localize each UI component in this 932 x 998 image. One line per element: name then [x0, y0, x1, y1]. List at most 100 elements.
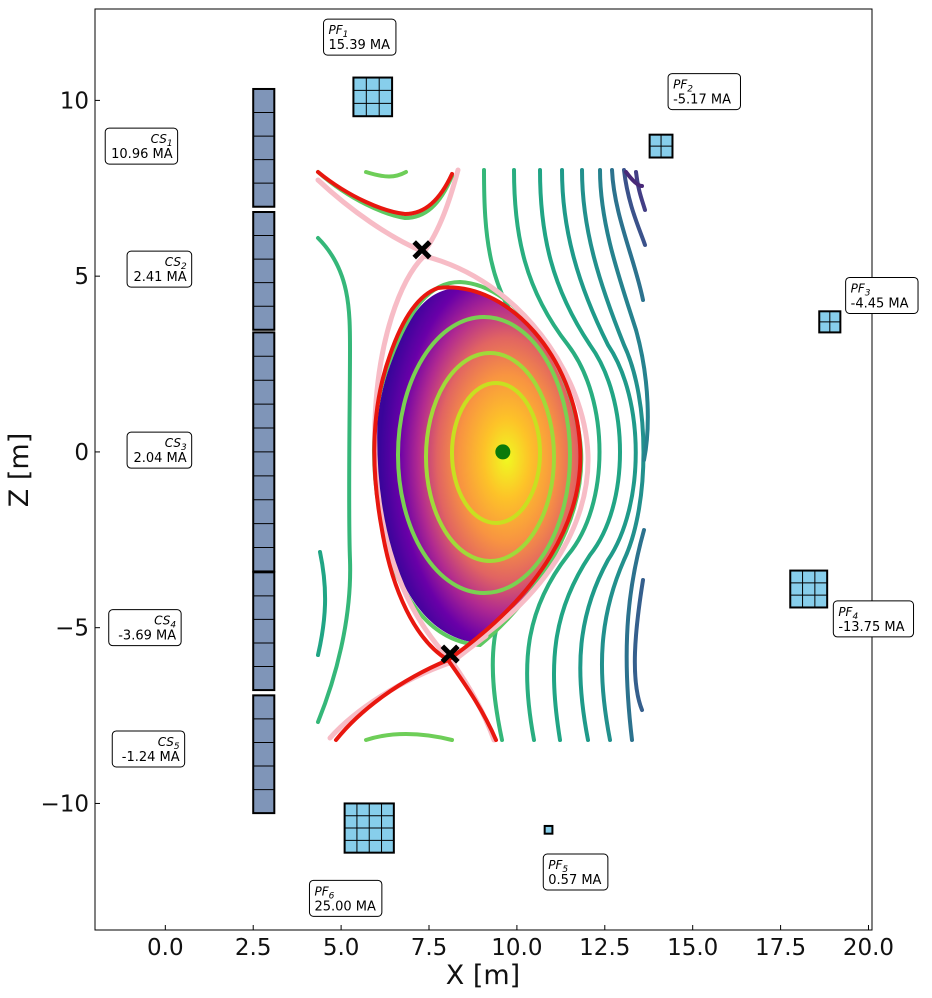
coil-index: 2: [181, 262, 187, 272]
flux-contour: [624, 528, 646, 742]
coil-label-box: [323, 18, 397, 56]
coil-label-cs5: CS5-1.24 MA: [111, 730, 186, 768]
coil-current: -3.69 MA: [118, 629, 176, 644]
coil-index: 1: [343, 30, 349, 40]
x-tick-label: 12.5: [579, 935, 630, 961]
y-tick-label: 5: [74, 264, 89, 290]
coil-index: 5: [562, 865, 568, 875]
coil-pf5: [543, 824, 554, 835]
y-axis-ticks: 10 5 0 −5 −10: [40, 88, 100, 817]
coil-cs2: [252, 211, 276, 331]
coil-label-box: [542, 853, 609, 891]
plasma-pressure-field: [375, 288, 581, 643]
y-tick-label: −5: [55, 616, 89, 642]
coil-index: 3: [865, 288, 871, 298]
x-axis-label: X [m]: [446, 960, 520, 991]
coil-set: [252, 76, 842, 854]
y-axis-label: Z [m]: [4, 433, 35, 507]
coil-label-pf4: PF4-13.75 MA: [832, 600, 915, 638]
separatrix: [316, 170, 583, 742]
plot-area: [315, 167, 650, 743]
coil-pf2: [648, 133, 674, 159]
coil-index: 2: [687, 85, 693, 95]
x-axis-ticks: 0.0 2.5 5.0 7.5 10.0 12.5 15.0 17.5 20.0: [147, 925, 894, 961]
coil-body: [252, 211, 276, 331]
x-point-marker: [440, 644, 460, 664]
coil-current: -5.17 MA: [673, 93, 731, 108]
flux-contour: [512, 168, 602, 742]
coil-current: 0.57 MA: [548, 873, 601, 888]
coil-cs3: [252, 331, 276, 573]
flux-surface-contours: [316, 168, 650, 742]
coil-pf6: [343, 802, 395, 854]
x-tick-label: 17.5: [755, 935, 806, 961]
markers: [412, 240, 511, 664]
coil-cs1: [252, 87, 276, 208]
flux-contour: [364, 732, 454, 742]
coil-body: [789, 569, 829, 609]
coil-label-pf2: PF2-5.17 MA: [667, 73, 741, 111]
coil-current: -1.24 MA: [122, 750, 180, 765]
coil-current: 25.00 MA: [314, 899, 376, 914]
flux-contour: [598, 168, 650, 462]
coil-current: 2.41 MA: [133, 270, 186, 285]
coil-index: 3: [181, 443, 187, 453]
x-tick-label: 7.5: [411, 935, 448, 961]
coil-index: 1: [167, 139, 173, 149]
flux-contour: [450, 381, 542, 525]
flux-contour: [622, 168, 647, 247]
flux-contour: [624, 170, 644, 188]
coil-label-box: [845, 276, 919, 314]
coil-pf1: [352, 76, 394, 118]
coil-cs5: [252, 694, 276, 815]
coil-label-box: [108, 609, 182, 647]
flux-contour: [634, 170, 647, 212]
magnetic-axis-marker: [495, 444, 511, 460]
axes-frame: [94, 8, 873, 931]
flux-contour: [424, 351, 556, 563]
coil-label-box: [126, 250, 193, 288]
y-tick-label: 0: [74, 440, 89, 466]
x-tick-label: 20.0: [843, 935, 894, 961]
flux-contour: [632, 578, 645, 712]
coil-body: [352, 76, 394, 118]
coil-label-box: [832, 600, 915, 638]
coil-body: [252, 571, 276, 692]
coil-current: 10.96 MA: [111, 147, 173, 162]
flux-contour: [610, 168, 645, 302]
x-tick-label: 5.0: [323, 935, 360, 961]
coil-index: 6: [329, 891, 335, 901]
coil-current: 15.39 MA: [329, 38, 391, 53]
x-tick-label: 2.5: [235, 935, 272, 961]
coil-body: [252, 694, 276, 815]
y-tick-label: 10: [60, 88, 89, 114]
coil-body: [252, 87, 276, 208]
coil-current: 2.04 MA: [133, 451, 186, 466]
flux-contour: [396, 315, 572, 595]
coil-label-box: [104, 127, 179, 165]
flux-contour: [560, 168, 638, 742]
coil-index: 4: [170, 621, 176, 631]
x-tick-label: 0.0: [147, 935, 184, 961]
coil-label-box: [308, 879, 383, 917]
x-tick-label: 15.0: [667, 935, 718, 961]
coil-label-box: [111, 730, 186, 768]
x-point-marker: [412, 240, 432, 260]
flux-contour: [364, 170, 408, 179]
coil-current: -13.75 MA: [838, 620, 904, 635]
x-tick-label: 10.0: [491, 935, 542, 961]
flux-contour: [538, 168, 622, 742]
coil-label-box: [667, 73, 741, 111]
flux-contour: [316, 236, 353, 724]
coil-label-pf3: PF3-4.45 MA: [845, 276, 919, 314]
coil-label-cs4: CS4-3.69 MA: [108, 609, 182, 647]
y-tick-label: −10: [40, 791, 89, 817]
